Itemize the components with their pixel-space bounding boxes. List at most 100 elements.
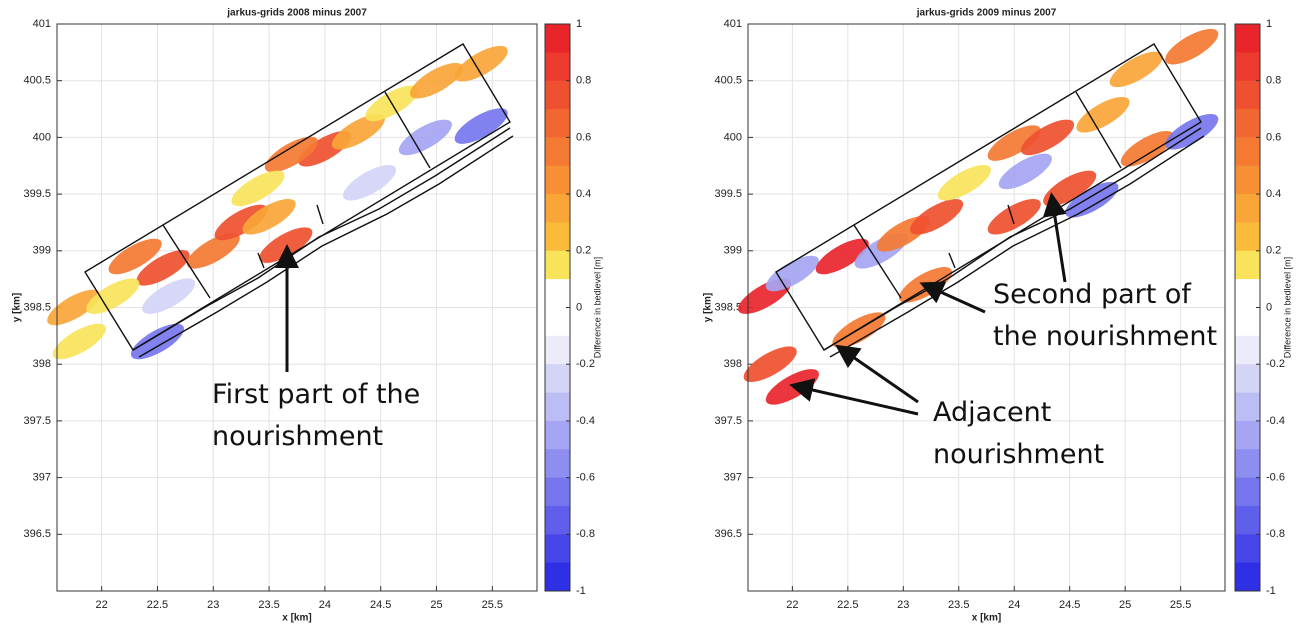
axes-border	[747, 23, 1226, 592]
x-axis-label: x [km]	[972, 613, 1001, 624]
x-tick-label: 22	[786, 599, 798, 611]
cell	[52, 323, 106, 360]
y-tick-label: 400.5	[23, 75, 51, 87]
colorbar-tick-label: 1	[576, 18, 582, 30]
colorbar-band	[545, 562, 570, 592]
cell	[937, 164, 991, 201]
colorbar-band	[1235, 477, 1260, 507]
colorbar-band	[1235, 165, 1260, 195]
colorbar-tick-label: -0.2	[1266, 358, 1285, 370]
colorbar-band	[545, 250, 570, 280]
colorbar-band	[1235, 250, 1260, 280]
x-tick-label: 23	[897, 599, 909, 611]
y-tick-label: 398	[724, 358, 742, 370]
cell	[130, 323, 185, 360]
colorbar-band	[545, 505, 570, 535]
colorbar-tick-label: 0	[576, 301, 582, 313]
colorbar-tick-label: 1	[1266, 18, 1272, 30]
colorbar-tick-label: -0.6	[1266, 472, 1285, 484]
cell	[1109, 51, 1163, 88]
chart-title: jarkus-grids 2009 minus 2007	[916, 8, 1057, 19]
colorbar-tick-label: 0.2	[576, 245, 591, 257]
cell	[1076, 96, 1130, 133]
transect-outline	[132, 127, 511, 351]
colorbar-tick-label: -0.4	[576, 415, 595, 427]
colorbar-band	[545, 80, 570, 110]
y-tick-label: 398.5	[23, 301, 51, 313]
colorbar-band	[545, 477, 570, 507]
y-tick-label: 400	[724, 131, 742, 143]
annotation-arrow	[789, 378, 919, 416]
colorbar-band	[545, 449, 570, 479]
colorbar-tick-label: 0.8	[576, 75, 591, 87]
colorbar-tick-label: 0.8	[1266, 75, 1281, 87]
y-tick-label: 401	[33, 18, 51, 30]
colorbar-band	[545, 279, 570, 308]
x-tick-label: 23	[207, 599, 219, 611]
cell	[142, 278, 196, 314]
y-tick-label: 400.5	[714, 75, 742, 87]
cell	[331, 113, 385, 150]
cell	[1120, 130, 1174, 167]
cell	[454, 45, 508, 82]
annotation-arrow	[1042, 192, 1067, 283]
x-tick-label: 25.5	[1170, 599, 1191, 611]
colorbar-band	[1235, 307, 1260, 337]
chart-title: jarkus-grids 2008 minus 2007	[226, 8, 367, 19]
colorbar-band	[545, 137, 570, 167]
cell	[231, 170, 285, 207]
cell	[1065, 182, 1119, 218]
y-tick-label: 398.5	[714, 301, 742, 313]
y-tick-label: 398	[33, 358, 51, 370]
cell	[264, 136, 318, 173]
annotation-text: Second part of	[993, 279, 1192, 310]
colorbar-band	[545, 109, 570, 138]
colorbar-band	[545, 307, 570, 337]
transect-outline	[948, 252, 956, 269]
cell	[136, 250, 190, 286]
transect-outline	[84, 43, 511, 351]
y-tick-label: 396.5	[23, 528, 51, 540]
colorbar-band	[1235, 279, 1260, 308]
colorbar-tick-label: -1	[576, 585, 586, 597]
colorbar-band	[1235, 335, 1260, 365]
cell	[186, 233, 240, 269]
cell	[454, 108, 508, 144]
cell	[815, 238, 869, 275]
annotation-arrow	[919, 281, 986, 314]
x-tick-label: 24.5	[1059, 599, 1080, 611]
colorbar-band	[545, 194, 570, 223]
colorbar-band	[1235, 109, 1260, 138]
transect-outline	[316, 204, 324, 225]
colorbar-band	[1235, 449, 1260, 479]
colorbar-band	[545, 335, 570, 365]
transect-outline	[775, 43, 1202, 351]
y-tick-label: 397	[724, 472, 742, 484]
colorbar-band	[1235, 562, 1260, 592]
y-tick-label: 399.5	[23, 188, 51, 200]
transect-outline	[823, 127, 1202, 351]
colorbar-tick-label: -0.8	[1266, 528, 1285, 540]
colorbar-tick-label: 0.6	[1266, 131, 1281, 143]
y-tick-label: 397.5	[714, 415, 742, 427]
cell	[47, 289, 101, 326]
heatmap-cells	[47, 45, 508, 360]
x-axis-label: x [km]	[282, 613, 311, 624]
y-tick-label: 399.5	[714, 188, 742, 200]
colorbar-tick-label: -0.6	[576, 472, 595, 484]
x-tick-label: 25.5	[482, 599, 503, 611]
x-tick-label: 24	[319, 599, 331, 611]
annotation-text: nourishment	[933, 439, 1104, 470]
cell	[398, 119, 452, 156]
annotation-text: nourishment	[212, 421, 383, 452]
annotation-arrow	[835, 344, 919, 404]
colorbar-band	[545, 392, 570, 422]
colorbar-band	[1235, 52, 1260, 82]
cell	[765, 255, 819, 292]
x-tick-label: 23.5	[948, 599, 969, 611]
x-tick-label: 22.5	[837, 599, 858, 611]
x-tick-label: 22	[96, 599, 108, 611]
colorbar-label: Difference in bedlevel [m]	[1282, 257, 1292, 358]
heatmap-cells	[738, 28, 1219, 405]
cell	[743, 346, 797, 382]
